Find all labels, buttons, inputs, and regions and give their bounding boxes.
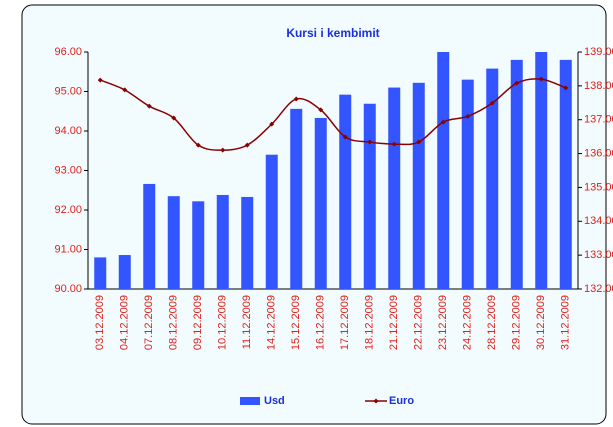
line-marker [563,85,569,91]
legend-marker [373,398,379,404]
bar [143,183,156,289]
y-tick-label: 95.00 [54,85,82,97]
line-marker [171,115,177,121]
chart-title: Kursi i kembimit [286,26,379,40]
line [99,78,567,151]
bar [363,103,376,290]
line-marker [489,100,495,106]
x-tick-label: 08.12.2009 [168,295,180,350]
bar [314,117,327,289]
y-tick-label: 90.00 [54,283,82,295]
y-tick-label: 96.00 [54,46,82,58]
y2-tick-label: 135.00 [584,181,613,193]
y2-tick-label: 136.00 [584,147,613,159]
bar [510,59,523,290]
line-marker [538,76,544,82]
y2-tick-label: 133.00 [584,249,613,261]
line-marker [318,107,324,113]
x-tick-label: 09.12.2009 [192,295,204,350]
x-tick-label: 24.12.2009 [462,295,474,350]
line-marker [391,141,397,147]
line-marker [367,139,373,145]
bar [339,94,352,289]
bar [412,82,425,289]
line-marker [440,119,446,125]
y-tick-label: 94.00 [54,125,82,137]
line-marker [146,103,152,109]
line-marker [244,142,250,148]
x-tick-label: 14.12.2009 [266,295,278,350]
y-tick-label: 91.00 [54,243,82,255]
x-tick-label: 11.12.2009 [241,295,253,349]
x-tick-label: 23.12.2009 [437,295,449,350]
bar [167,196,180,289]
bar [192,201,205,289]
y2-tick-label: 138.00 [584,80,613,92]
y-tick-label: 92.00 [54,204,82,216]
x-tick-label: 18.12.2009 [364,295,376,350]
line-marker [465,113,471,119]
line-marker [195,142,201,148]
bar [290,108,303,289]
bar [94,257,107,289]
bar [216,194,229,289]
line-marker [514,80,520,86]
x-tick-label: 10.12.2009 [217,295,229,350]
chart-frame [21,4,607,425]
bar [461,79,474,290]
bar [559,59,572,290]
line-marker [122,87,128,93]
x-tick-label: 07.12.2009 [143,295,155,350]
line-marker [220,147,226,153]
bar [437,52,450,289]
x-tick-label: 30.12.2009 [535,295,547,350]
bar [535,52,548,289]
line-marker [97,77,103,83]
bar [118,255,131,289]
x-tick-label: 21.12.2009 [388,295,400,350]
x-tick-label: 28.12.2009 [486,295,498,350]
bar [486,68,499,289]
y2-tick-label: 139.00 [584,46,613,58]
line-marker [416,139,422,145]
legend-label: Usd [264,395,285,407]
x-tick-label: 04.12.2009 [119,295,131,350]
legend-swatch [240,397,260,405]
line-marker [293,96,299,102]
line-marker [269,121,275,127]
legend-label: Euro [389,395,414,407]
x-tick-label: 17.12.2009 [339,295,351,350]
x-tick-label: 29.12.2009 [511,295,523,350]
x-tick-label: 03.12.2009 [94,295,106,350]
x-tick-label: 15.12.2009 [290,295,302,350]
x-tick-label: 16.12.2009 [315,295,327,350]
y2-tick-label: 132.00 [584,283,613,295]
line-marker [342,134,348,140]
bar [265,154,278,289]
y2-tick-label: 134.00 [584,215,613,227]
y2-tick-label: 137.00 [584,114,613,126]
bar [388,87,401,289]
x-tick-label: 22.12.2009 [413,295,425,350]
bar [241,196,254,289]
x-tick-label: 31.12.2009 [560,295,572,350]
y-tick-label: 93.00 [54,164,82,176]
